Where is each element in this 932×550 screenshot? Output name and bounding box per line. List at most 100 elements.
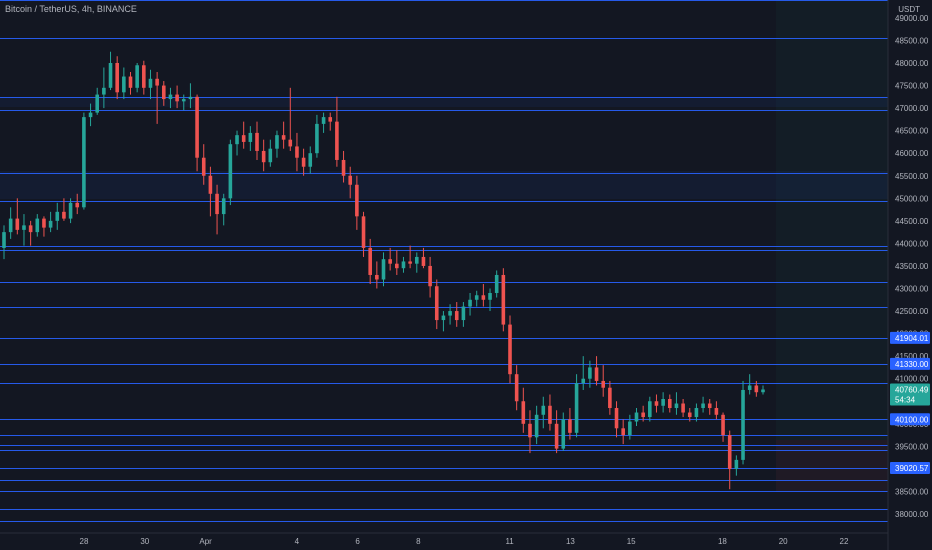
candle-body [488,293,492,300]
candle-body [741,389,745,460]
candle-body [15,218,20,230]
candle [528,410,532,454]
candle [235,130,239,156]
y-tick-label: 44500.00 [895,217,929,226]
candle [108,51,113,91]
candle-body [215,193,219,215]
candle-body [248,132,253,142]
candle-body [747,385,752,390]
candle-body [148,78,153,88]
candle-body [221,198,226,215]
x-tick-label: 15 [627,537,636,546]
last-price-label: 40760.49 [895,386,929,395]
y-tick-label: 44000.00 [895,239,929,248]
candle [414,252,419,273]
candle [568,408,572,440]
candle [35,214,40,237]
y-tick-label: 43500.00 [895,262,929,271]
candle-body [434,286,439,321]
candle [348,166,353,199]
candle [355,175,359,230]
candle-body [388,259,392,264]
candle-body [654,401,659,406]
candle-body [588,367,592,379]
candle [428,256,432,298]
candle [181,94,186,111]
candle [88,103,93,127]
candle [115,56,119,100]
chart-title: Bitcoin / TetherUS, 4h, BINANCE [5,4,137,14]
countdown-label: 54:34 [895,396,916,405]
level-badge-bg [890,357,930,370]
y-tick-label: 46500.00 [895,127,929,136]
candle-body [42,218,46,228]
candle-body [714,408,719,415]
y-tick-label: 38500.00 [895,487,929,496]
candle [268,139,273,167]
candle [541,396,546,429]
candle-body [581,378,586,384]
x-axis-ticks[interactable]: 28 30 Apr 4 6 8 11 13 15 18 20 22 [80,537,849,546]
candle [261,139,266,172]
candle-body [694,408,699,418]
y-tick-label: 38000.00 [895,510,929,519]
candle-body [275,135,279,149]
y-tick-label: 47500.00 [895,82,929,91]
candle [588,360,592,388]
candle [195,94,199,172]
range-zone [0,171,888,199]
candle [248,126,253,151]
candle [281,121,286,149]
candle-body [82,117,86,208]
level-badge-bg [890,413,930,426]
candle [308,146,313,174]
candle-body [687,412,692,418]
candle-body [421,256,426,266]
x-tick-label: 13 [566,537,575,546]
level-badge-label: 40100.00 [895,415,929,424]
candle [301,148,306,176]
candle-body [295,146,299,158]
candle-body [75,202,80,208]
candle [128,72,133,95]
candle-body [348,175,353,185]
candle-body [648,401,652,418]
candle [75,193,80,215]
candle-body [28,225,33,233]
candle [621,419,625,445]
candle [175,85,179,109]
candle-body [528,423,532,438]
candle-body [541,405,546,415]
y-tick-label: 46000.00 [895,149,929,158]
currency-label: USDT [898,5,920,14]
candle-body [707,403,712,409]
candle-body [301,157,306,167]
candle-body [321,117,326,124]
candle [401,256,406,273]
forecast-zone [776,440,888,492]
candle [315,114,319,158]
candle-body [201,157,206,176]
level-badge-label: 41904.01 [895,334,929,343]
candle-body [355,184,359,217]
price-axis[interactable] [888,0,932,550]
candle-body [188,96,193,100]
candle [608,380,612,415]
candle-body [501,274,506,325]
candle [468,293,472,316]
x-tick-label: 11 [505,537,514,546]
candle [461,302,466,327]
candle [22,214,26,246]
candle [188,83,193,109]
y-tick-label: 43000.00 [895,285,929,294]
candle-body [175,94,179,102]
candle [714,401,719,420]
candle [381,252,386,287]
candle-body [95,94,100,113]
candle [681,398,685,418]
candle [55,202,60,230]
